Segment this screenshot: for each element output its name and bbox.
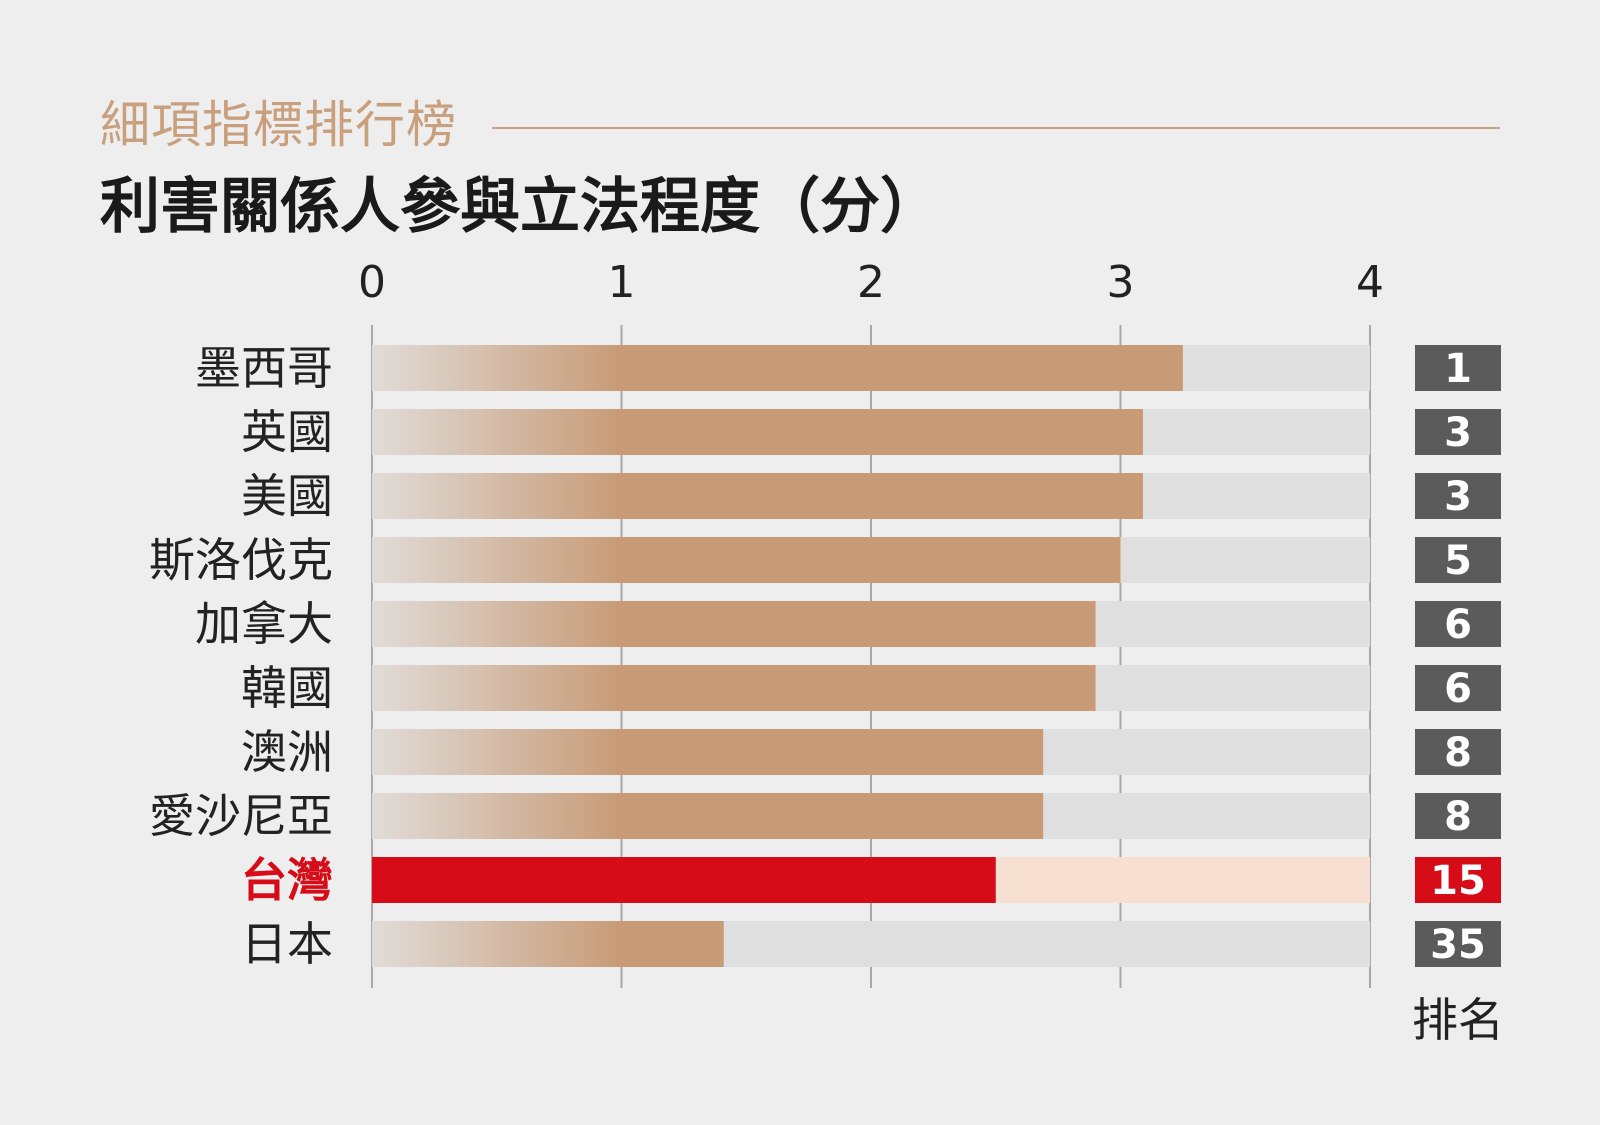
subtitle-divider [492, 127, 1500, 129]
rank-value: 3 [1444, 474, 1472, 520]
rank-badge [1415, 537, 1501, 583]
category-label: 愛沙尼亞 [149, 789, 333, 843]
bar [372, 665, 1096, 711]
rank-badge [1415, 345, 1501, 391]
category-label: 英國 [241, 405, 333, 459]
bar [372, 537, 1121, 583]
x-tick-label: 1 [608, 257, 636, 308]
rank-badge [1415, 857, 1501, 903]
x-tick-label: 2 [857, 257, 885, 308]
chart-title: 利害關係人參與立法程度（分） [100, 172, 940, 242]
rank-badge [1415, 665, 1501, 711]
bar [372, 729, 1044, 775]
rank-value: 1 [1444, 346, 1472, 392]
rank-value: 8 [1444, 794, 1472, 840]
rank-caption: 排名 [1412, 993, 1504, 1047]
category-label: 墨西哥 [195, 341, 333, 395]
bar [372, 409, 1143, 455]
x-tick-label: 4 [1356, 257, 1384, 308]
rank-value: 6 [1444, 602, 1472, 648]
bar [372, 793, 1044, 839]
chart-subtitle: 細項指標排行榜 [100, 96, 457, 154]
category-label: 韓國 [241, 661, 333, 715]
rank-badge [1415, 473, 1501, 519]
x-axis-ticks: 0 1 2 3 4 [358, 257, 1384, 308]
category-label: 日本 [241, 917, 333, 971]
rank-value: 8 [1444, 730, 1472, 776]
rank-badge [1415, 793, 1501, 839]
rank-badge [1415, 921, 1501, 967]
rank-badge [1415, 601, 1501, 647]
rank-value: 15 [1430, 858, 1486, 904]
bar [372, 345, 1183, 391]
category-label: 台灣 [241, 853, 333, 907]
rank-value: 5 [1444, 538, 1472, 584]
rank-value: 35 [1430, 922, 1486, 968]
rank-value: 3 [1444, 410, 1472, 456]
rank-badge [1415, 729, 1501, 775]
bar-highlight [372, 857, 996, 903]
x-tick-label: 0 [358, 257, 386, 308]
bars [372, 345, 1183, 967]
bar [372, 601, 1096, 647]
category-label: 美國 [241, 469, 333, 523]
rank-badge [1415, 409, 1501, 455]
category-label: 斯洛伐克 [149, 533, 333, 587]
x-tick-label: 3 [1107, 257, 1135, 308]
bar [372, 921, 724, 967]
bar [372, 473, 1143, 519]
category-label: 澳洲 [241, 725, 333, 779]
rank-value: 6 [1444, 666, 1472, 712]
category-label: 加拿大 [195, 597, 333, 651]
